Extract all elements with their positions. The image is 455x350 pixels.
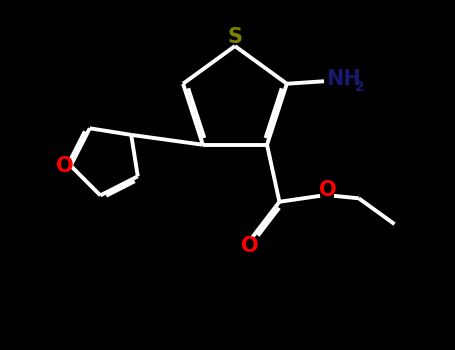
Text: O: O (56, 156, 74, 176)
Text: S: S (228, 27, 243, 47)
Text: NH: NH (327, 69, 361, 89)
Text: 2: 2 (355, 80, 364, 94)
Text: O: O (318, 180, 336, 200)
Text: O: O (241, 236, 258, 257)
